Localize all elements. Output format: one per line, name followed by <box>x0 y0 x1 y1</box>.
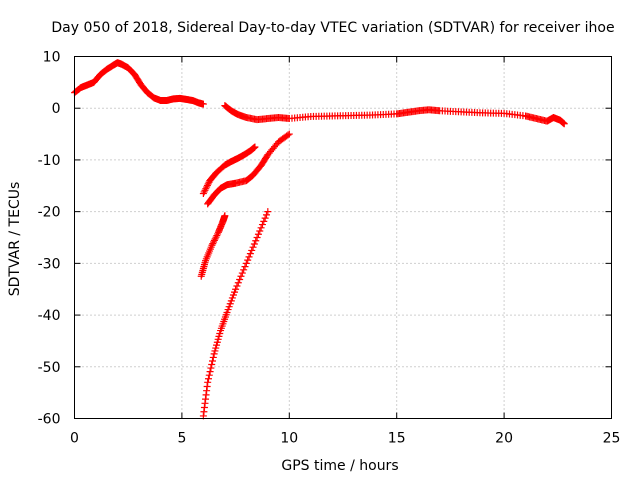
data-point-dense <box>204 180 212 188</box>
data-point-dense <box>261 214 269 222</box>
data-point-dense <box>260 217 268 225</box>
data-point-dense <box>252 237 260 245</box>
data-point-dense <box>284 131 292 139</box>
data-point-dense <box>204 375 212 383</box>
data-point-dense <box>250 240 258 248</box>
x-tick-label: 15 <box>388 431 406 447</box>
points-layer <box>71 59 568 420</box>
data-point <box>232 285 240 293</box>
data-point <box>199 190 207 198</box>
y-tick-label: 10 <box>43 50 61 66</box>
grid-layer <box>74 56 612 419</box>
series-arc-2 <box>204 130 293 208</box>
data-point-dense <box>257 224 265 232</box>
data-point <box>251 143 259 151</box>
data-point-dense <box>209 240 217 248</box>
data-point <box>199 100 207 108</box>
plot-frame <box>74 56 612 419</box>
series-arc-3 <box>197 212 229 280</box>
data-point-dense <box>245 253 253 261</box>
data-point-dense <box>213 232 221 240</box>
data-point-dense <box>201 186 209 194</box>
data-point-dense <box>209 357 217 365</box>
data-point-dense <box>248 246 256 254</box>
data-point-dense <box>256 227 264 235</box>
data-point <box>242 259 250 267</box>
y-axis-label: SDTVAR / TECUs <box>7 182 23 297</box>
y-tick-label: -40 <box>38 308 61 324</box>
data-point-dense <box>246 250 254 258</box>
data-point-dense <box>205 371 213 379</box>
data-point <box>560 120 568 128</box>
data-point-dense <box>254 230 262 238</box>
x-tick-label: 25 <box>603 431 621 447</box>
data-point <box>285 130 293 138</box>
data-point-dense <box>210 238 218 246</box>
x-tick-label: 10 <box>280 431 298 447</box>
data-point-dense <box>262 211 270 219</box>
x-tick-label: 20 <box>495 431 513 447</box>
data-point <box>208 241 216 249</box>
data-point-dense <box>244 256 252 264</box>
y-tick-label: -60 <box>38 412 61 428</box>
data-point-dense <box>202 185 210 193</box>
data-point-dense <box>237 272 245 280</box>
data-point-dense <box>240 266 248 274</box>
x-axis-label: GPS time / hours <box>281 458 398 474</box>
series-main-trace <box>71 59 207 108</box>
data-point-dense <box>207 364 215 372</box>
y-tick-label: -20 <box>38 205 61 221</box>
data-point-dense <box>211 235 219 243</box>
x-tick-label: 0 <box>70 431 79 447</box>
data-point-dense <box>241 263 249 271</box>
data-point-dense <box>212 233 220 241</box>
data-point-dense <box>208 361 216 369</box>
y-tick-label: 0 <box>52 101 61 117</box>
y-tick-label: -10 <box>38 153 61 169</box>
data-point-dense <box>203 183 211 191</box>
data-point-dense <box>200 188 208 196</box>
data-point-dense <box>206 368 214 376</box>
data-point-dense <box>210 236 218 244</box>
data-point-dense <box>258 221 266 229</box>
data-point-dense <box>234 279 242 287</box>
data-point-dense <box>249 243 257 251</box>
series-arc-1 <box>199 143 259 198</box>
data-point-dense <box>233 282 241 290</box>
x-tick-label: 5 <box>177 431 186 447</box>
tick-layer: 0 5 10 15 20 25 10 0 -10 -20 -30 -40 -50 -60 <box>38 50 621 447</box>
series-main-trace-2 <box>221 102 568 128</box>
y-tick-label: -30 <box>38 256 61 272</box>
data-point <box>204 378 212 386</box>
data-point <box>253 234 261 241</box>
data-point <box>264 208 272 216</box>
data-point-dense <box>209 353 217 361</box>
data-point-dense <box>236 276 244 284</box>
y-tick-label: -50 <box>38 360 61 376</box>
series-arc-4 <box>199 208 272 420</box>
data-point-dense <box>238 269 246 277</box>
data-point <box>221 212 229 220</box>
chart-title: Day 050 of 2018, Sidereal Day-to-day VTE… <box>51 20 614 36</box>
data-point-dense <box>203 181 211 189</box>
